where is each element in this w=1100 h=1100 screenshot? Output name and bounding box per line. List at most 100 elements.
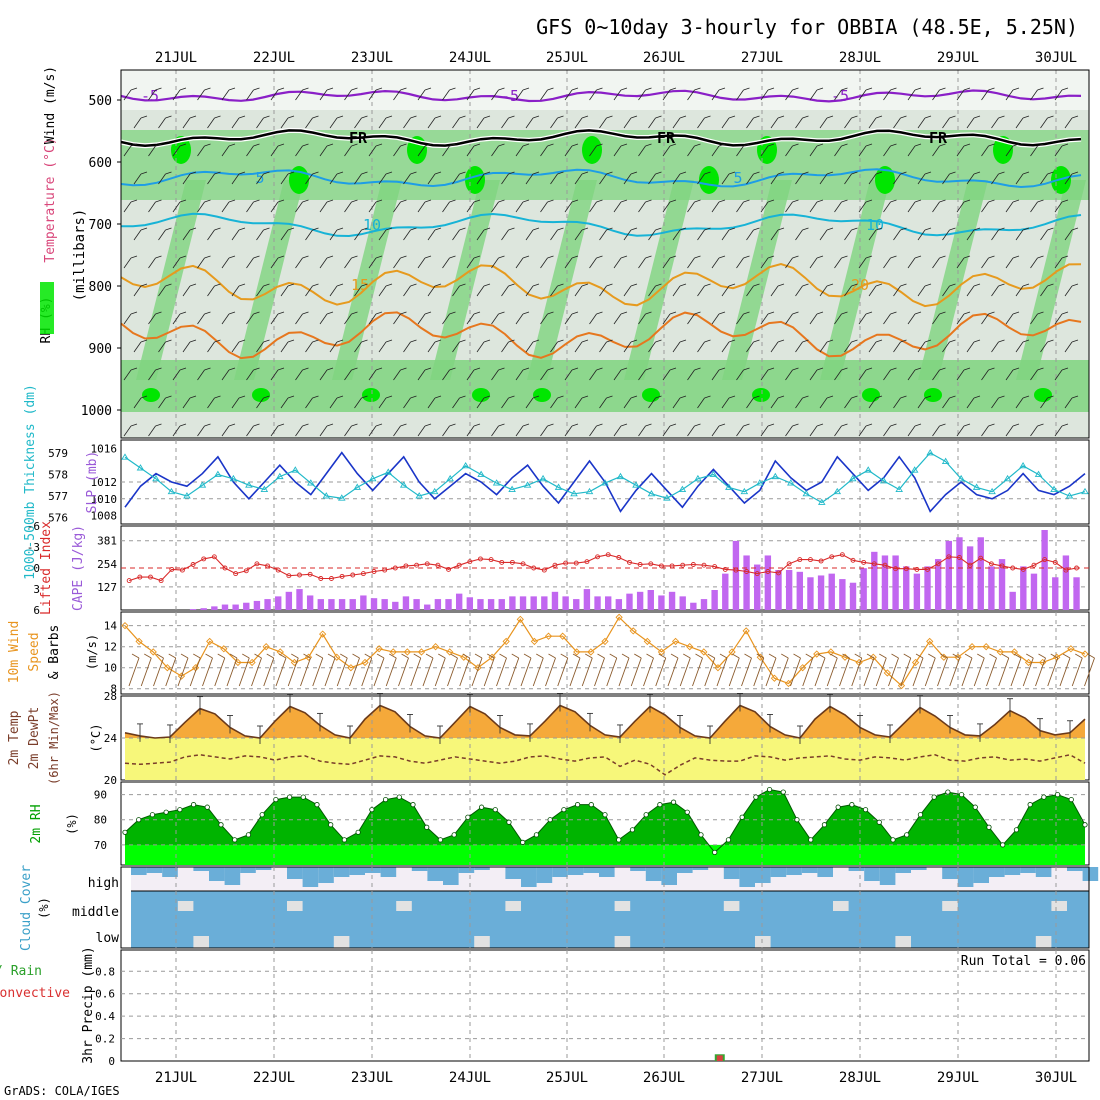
lifted-index-marker [999, 563, 1005, 569]
wind-barb-shaft [736, 313, 744, 325]
wind-barb-flag [669, 199, 677, 203]
thickness-marker [771, 472, 780, 480]
wind-barb-shaft [883, 425, 891, 437]
wind-barb-shaft [893, 117, 901, 129]
surface-wind-barb-flag [438, 653, 446, 659]
surface-wind-barb [398, 657, 409, 687]
wind-barb-shaft [819, 397, 828, 409]
lifted-index-marker [669, 563, 675, 569]
surface-wind-barb-flag [156, 653, 164, 659]
wind-barb-shaft [917, 173, 926, 185]
rh-marker [1027, 802, 1033, 808]
wind-barb-flag [939, 423, 946, 427]
wind-barb-shaft [427, 229, 436, 241]
surface-wind-barb-flag [144, 653, 152, 659]
wind-barb-flag [571, 143, 579, 147]
wind-barb-flag [1012, 367, 1020, 371]
wind-barb-shaft [368, 257, 377, 269]
lifted-index-marker [446, 566, 451, 572]
wind-barb-shaft [760, 89, 769, 101]
wind-barb-flag [165, 283, 172, 287]
lifted-index-marker [158, 578, 164, 584]
wind-barb-flag [400, 367, 407, 371]
bottom-date-label: 26JUL [643, 1070, 685, 1086]
wind-barb-shaft [648, 173, 656, 185]
wind-barb-flag [238, 227, 246, 231]
wind-barb-flag [704, 171, 711, 175]
wind-barb-flag [498, 199, 505, 203]
rh-marker [136, 817, 142, 823]
rh-marker [369, 807, 375, 813]
dewpoint-fill [125, 738, 1085, 780]
rh-saturated-cell [142, 388, 160, 402]
surface-wind-barb-flag [695, 653, 703, 659]
lifted-index-marker [957, 555, 962, 560]
high-cloud-bar [879, 867, 896, 885]
pressure-tick-label: 700 [89, 218, 112, 233]
rh-marker [122, 829, 128, 835]
wind-barb-flag [630, 283, 638, 287]
wind-barb-shaft [1054, 257, 1063, 269]
thickness-marker [972, 483, 981, 490]
wind-barb-flag [326, 87, 334, 91]
wind-barb-flag [238, 171, 246, 175]
lifted-index-marker [903, 566, 909, 572]
wind-barb-shaft [221, 145, 230, 157]
high-cloud-bar [723, 867, 740, 879]
cape-tick-label: 127 [97, 581, 117, 594]
surface-wind-barb-flag [732, 653, 740, 659]
wind-barb-shaft [858, 425, 867, 437]
lifted-index-marker [520, 561, 526, 567]
wind-barb-flag [606, 115, 613, 119]
rh-saturated-cell [362, 388, 380, 402]
wind-barb-shaft [932, 89, 940, 101]
wind-barb-flag [655, 115, 662, 119]
rh-tick-label: 80 [94, 814, 107, 827]
wind-barb-flag [777, 227, 785, 231]
lifted-index-marker [850, 557, 856, 563]
wind-barb-flag [581, 395, 589, 399]
lifted-index-marker [925, 566, 930, 572]
wind-barb-shaft [158, 397, 166, 409]
wind-barb-shaft [623, 117, 632, 129]
middle-cloud-gap [177, 901, 194, 911]
rh-moist-band [121, 360, 1089, 412]
wind-barb-shaft [564, 425, 573, 437]
wind-speed-marker [799, 664, 807, 672]
wind-barb-flag [424, 311, 432, 315]
top-date-label: 24JUL [449, 50, 491, 66]
wind-barb-shaft [956, 257, 965, 269]
wind-barb-flag [522, 255, 530, 259]
wind-speed-marker [911, 658, 920, 667]
wind-barb-shaft [305, 229, 313, 241]
wind-barb-flag [718, 143, 726, 147]
wind-barb-shaft [305, 397, 313, 409]
surface-wind-barb [275, 657, 287, 687]
wind-barb-flag [459, 339, 466, 343]
wind-barb-shaft [809, 89, 818, 101]
rh-axis-label: 2m RH [29, 804, 44, 843]
wind-barb-flag [694, 311, 701, 315]
surface-wind-barb-flag [217, 653, 225, 659]
wind-barb-shaft [868, 397, 877, 409]
wind-barb-flag [449, 255, 456, 259]
wind-barb-flag [483, 227, 491, 231]
surface-wind-barb [1059, 657, 1071, 687]
thickness-marker [864, 466, 873, 473]
wind-barb-shaft [711, 425, 720, 437]
wind-speed-marker [375, 645, 383, 653]
wind-barb-flag [630, 339, 638, 343]
wind-barb-shaft [182, 117, 191, 129]
wind-barb-shaft [893, 397, 901, 409]
wind-barb-shaft [246, 425, 254, 437]
rh-marker [273, 797, 279, 803]
wind-barb-shaft [883, 313, 891, 325]
isotherm-label: 15 [351, 276, 369, 294]
rh-marker [1068, 797, 1074, 803]
precip-label-total: Total / Rain [0, 964, 42, 979]
wind-barb-shaft [550, 341, 558, 353]
isotherm-label: -5 [831, 87, 849, 105]
isotherm-label: -5 [501, 87, 519, 105]
wind-barb-shaft [746, 397, 754, 409]
rh-marker [341, 837, 348, 843]
